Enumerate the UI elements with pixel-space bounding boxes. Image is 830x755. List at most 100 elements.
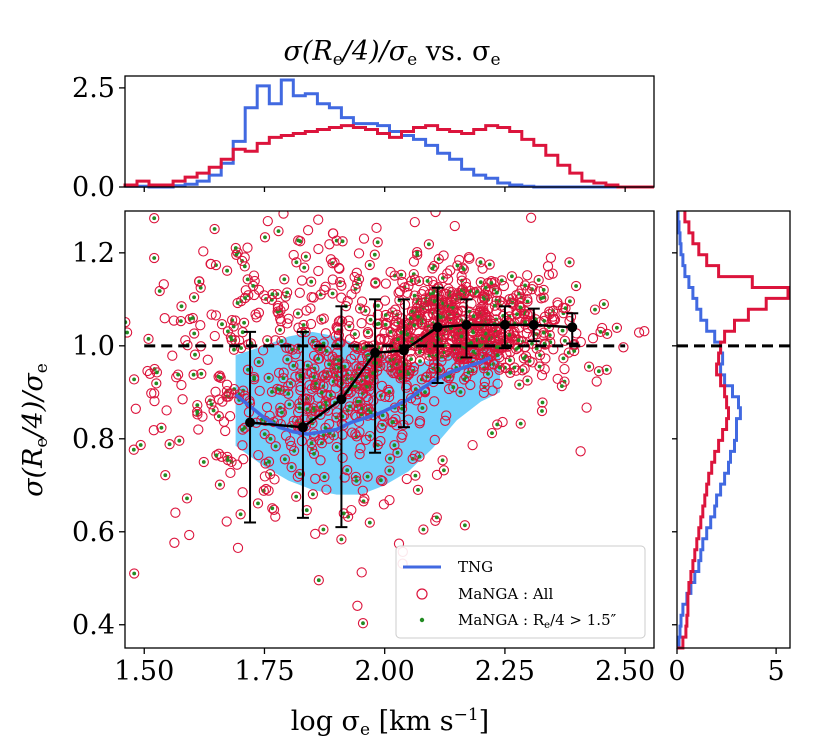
- manga-all-point: [272, 300, 284, 311]
- manga-all-point: [267, 289, 278, 300]
- manga-selected-point: [309, 279, 314, 284]
- manga-all-point: [431, 512, 442, 523]
- manga-all-point: [618, 342, 629, 353]
- manga-all-point: [352, 600, 363, 611]
- manga-all-point: [356, 318, 367, 329]
- manga-selected-point: [434, 515, 439, 520]
- manga-all-point: [283, 313, 294, 324]
- manga-all-point: [296, 435, 308, 447]
- manga-all-point: [465, 379, 476, 391]
- manga-selected-point: [291, 363, 296, 368]
- manga-selected-point: [536, 278, 541, 282]
- manga-selected-point: [387, 468, 392, 473]
- manga-selected-point: [311, 406, 316, 411]
- manga-selected-point: [246, 367, 250, 372]
- manga-all-point: [168, 315, 180, 326]
- manga-selected-point: [471, 314, 476, 319]
- manga-all-point: [339, 472, 350, 483]
- manga-all-point: [385, 266, 396, 278]
- manga-all-point: [184, 529, 195, 541]
- manga-all-point: [356, 567, 367, 578]
- manga-median-point: [461, 319, 472, 330]
- manga-selected-point: [353, 384, 358, 389]
- manga-all-point: [363, 328, 374, 340]
- manga-all-point: [354, 449, 365, 460]
- manga-selected-point: [604, 367, 609, 372]
- manga-all-point: [300, 251, 312, 262]
- top-hist-manga: [123, 124, 654, 189]
- manga-all-point: [206, 399, 217, 410]
- ylabel-sub1: e: [32, 438, 52, 448]
- manga-selected-point: [240, 330, 245, 335]
- manga-all-point: [275, 313, 286, 324]
- manga-all-point: [422, 371, 433, 382]
- manga-all-point: [364, 517, 375, 528]
- manga-selected-point: [563, 338, 567, 343]
- manga-selected-point: [290, 347, 295, 352]
- manga-all-point: [639, 326, 650, 337]
- manga-all-point: [266, 386, 278, 398]
- manga-all-point: [263, 456, 275, 467]
- manga-all-point: [393, 287, 404, 299]
- manga-selected-point: [458, 390, 463, 394]
- x-tick-label: 1.75: [234, 656, 294, 687]
- manga-selected-point: [334, 445, 339, 449]
- manga-selected-point: [214, 453, 219, 458]
- manga-all-point: [390, 316, 402, 327]
- manga-all-point: [355, 443, 366, 454]
- manga-all-point: [313, 353, 324, 365]
- manga-all-point: [316, 387, 327, 398]
- manga-all-point: [429, 396, 440, 407]
- manga-all-point: [575, 446, 586, 457]
- manga-all-point: [405, 365, 416, 376]
- manga-selected-point: [495, 353, 500, 358]
- ylabel-sub2: e: [32, 363, 52, 373]
- manga-selected-point: [597, 369, 601, 374]
- manga-all-point: [431, 469, 443, 481]
- manga-all-point: [633, 327, 645, 338]
- manga-all-point: [151, 367, 163, 378]
- manga-selected-point: [415, 253, 420, 257]
- manga-all-point: [318, 370, 330, 381]
- manga-all-point: [342, 386, 353, 397]
- manga-all-point: [282, 318, 293, 329]
- manga-all-point: [377, 475, 388, 487]
- manga-all-point: [534, 349, 546, 361]
- manga-selected-point: [375, 322, 380, 326]
- manga-all-point: [559, 335, 571, 346]
- manga-all-point: [189, 328, 200, 339]
- manga-all-point: [611, 322, 623, 333]
- manga-selected-point: [455, 263, 460, 268]
- manga-all-point: [414, 416, 426, 427]
- manga-all-point: [384, 386, 395, 398]
- manga-all-point: [358, 343, 369, 354]
- manga-all-point: [258, 485, 269, 496]
- manga-all-point: [273, 225, 284, 237]
- manga-all-point: [196, 368, 207, 379]
- manga-selected-point: [324, 349, 329, 353]
- manga-all-point: [254, 385, 265, 397]
- manga-all-point: [310, 378, 322, 389]
- manga-all-point: [195, 282, 206, 293]
- manga-selected-point: [615, 325, 619, 330]
- manga-all-point: [522, 375, 533, 386]
- manga-selected-point: [323, 426, 328, 430]
- manga-selected-point: [395, 450, 400, 455]
- manga-all-point: [461, 281, 472, 293]
- manga-selected-point: [541, 288, 546, 292]
- manga-all-point: [296, 275, 308, 286]
- manga-selected-point: [312, 451, 316, 456]
- manga-all-point: [390, 413, 401, 425]
- manga-all-point: [558, 353, 569, 364]
- manga-selected-point: [563, 306, 568, 310]
- manga-all-point: [189, 349, 201, 360]
- manga-all-point: [518, 353, 529, 364]
- manga-selected-point: [537, 364, 542, 369]
- manga-selected-point: [372, 252, 377, 257]
- manga-selected-point: [319, 390, 324, 395]
- manga-all-point: [536, 405, 548, 417]
- tng-median-line: [234, 355, 492, 436]
- manga-all-point: [497, 416, 508, 428]
- manga-selected-point: [530, 341, 534, 346]
